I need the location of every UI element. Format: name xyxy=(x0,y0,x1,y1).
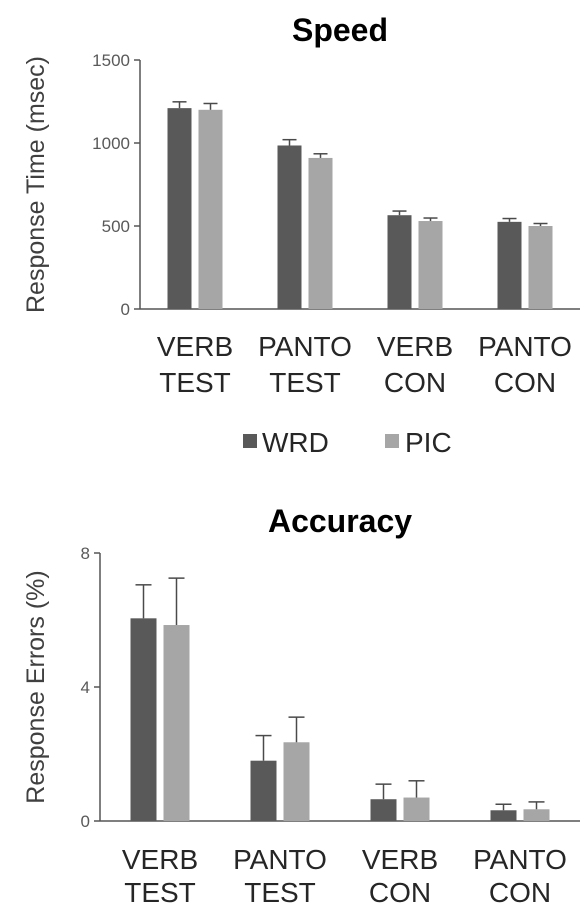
bar-wrd xyxy=(277,145,302,309)
bar-wrd xyxy=(370,799,397,821)
x-category-label: VERB xyxy=(122,844,198,875)
legend-swatch-pic xyxy=(385,434,399,448)
y-tick-label: 4 xyxy=(81,678,90,697)
x-category-label: PANTO xyxy=(233,844,327,875)
y-tick-label: 8 xyxy=(81,544,90,563)
x-category-label: CON xyxy=(489,877,551,907)
chart-title: Accuracy xyxy=(268,503,412,539)
x-category-label: PANTO xyxy=(473,844,567,875)
y-tick-label: 1500 xyxy=(92,51,130,70)
y-tick-label: 0 xyxy=(121,300,130,319)
x-category-label: VERB xyxy=(157,331,233,362)
x-category-label: CON xyxy=(369,877,431,907)
bar-pic xyxy=(528,226,553,309)
x-category-label: TEST xyxy=(124,877,196,907)
legend-swatch-wrd xyxy=(243,434,257,448)
bar-wrd xyxy=(250,760,277,821)
x-category-label: TEST xyxy=(159,367,231,398)
x-category-label: PANTO xyxy=(258,331,352,362)
x-category-label: TEST xyxy=(244,877,316,907)
bar-pic xyxy=(308,157,333,309)
x-category-label: CON xyxy=(384,367,446,398)
x-category-label: CON xyxy=(494,367,556,398)
bar-wrd xyxy=(387,215,412,309)
x-category-label: TEST xyxy=(269,367,341,398)
y-tick-label: 0 xyxy=(81,812,90,831)
x-category-label: PANTO xyxy=(478,331,572,362)
bar-wrd xyxy=(497,221,522,309)
legend-label-wrd: WRD xyxy=(262,427,329,458)
x-category-label: VERB xyxy=(362,844,438,875)
speed-chart: Speed Response Time (msec) 0 500 1000 1500 VER… xyxy=(22,12,580,398)
bar-wrd xyxy=(490,810,517,821)
y-tick-label: 1000 xyxy=(92,134,130,153)
bar-pic xyxy=(198,109,223,309)
bar-pic xyxy=(418,221,443,309)
x-category-label: VERB xyxy=(377,331,453,362)
bar-wrd xyxy=(167,108,192,309)
bar-pic xyxy=(283,742,310,821)
legend-label-pic: PIC xyxy=(405,427,452,458)
y-axis-label: Response Errors (%) xyxy=(22,570,50,803)
bar-pic xyxy=(403,797,430,821)
chart-title: Speed xyxy=(292,12,388,48)
y-axis-label: Response Time (msec) xyxy=(22,56,50,313)
bar-wrd xyxy=(130,618,157,821)
legend: WRD PIC xyxy=(243,427,452,458)
bar-pic xyxy=(523,809,550,821)
y-tick-label: 500 xyxy=(102,217,130,236)
bar-pic xyxy=(163,625,190,821)
